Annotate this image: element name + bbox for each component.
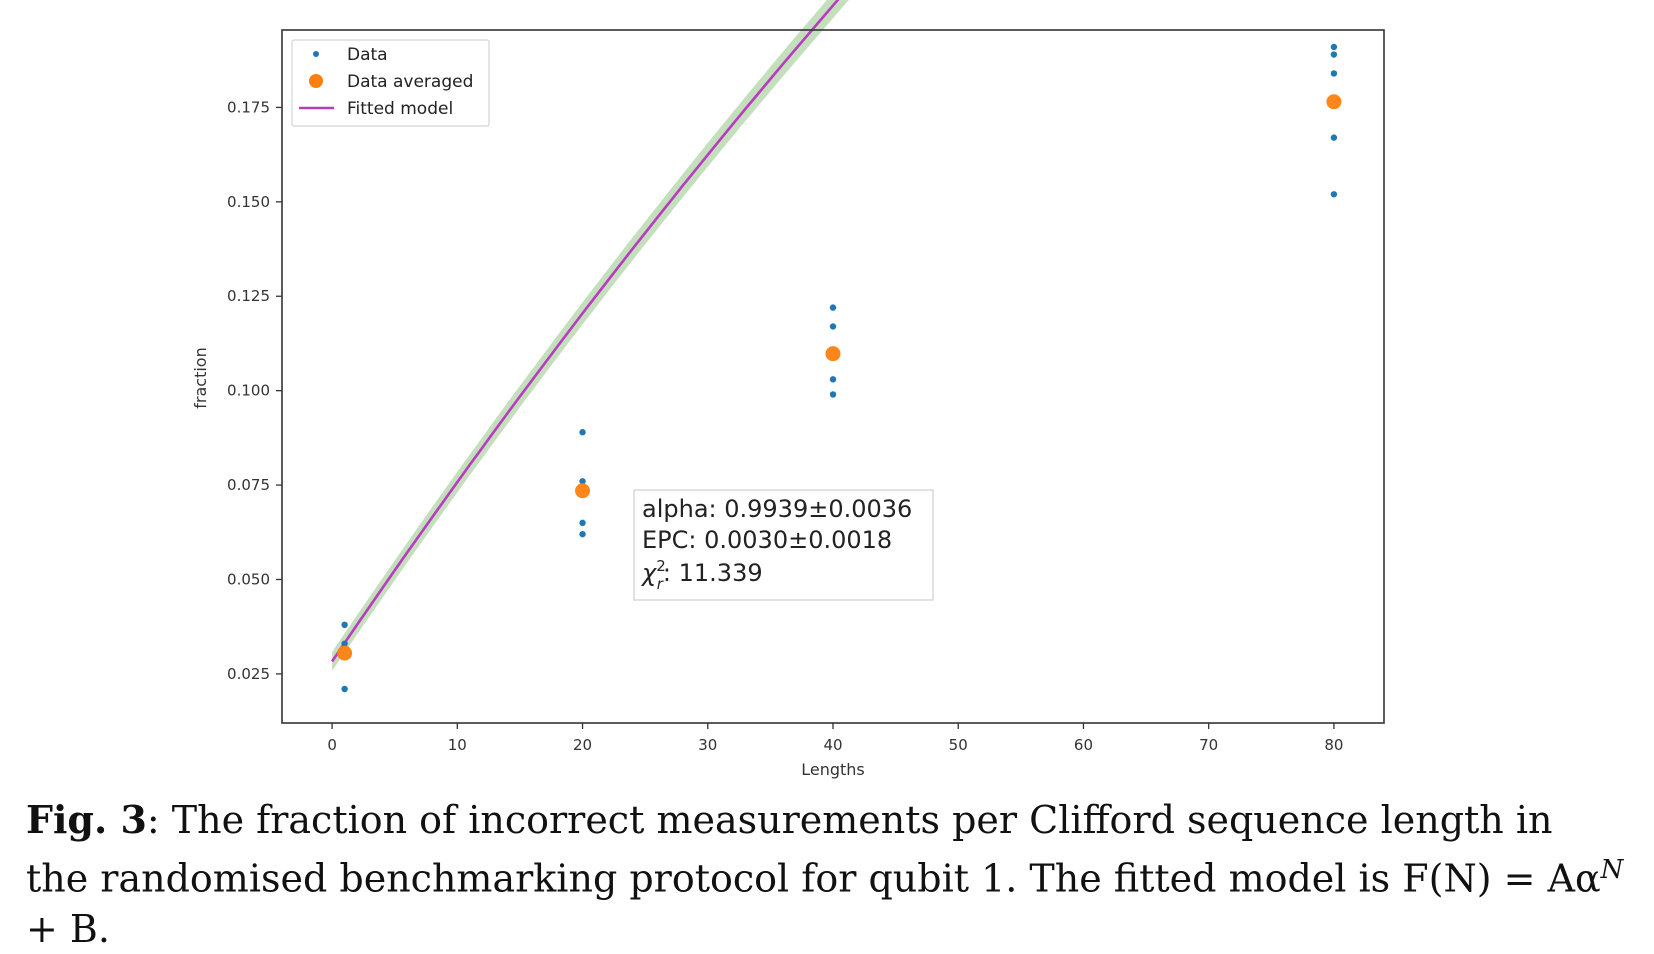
- x-tick-label: 40: [823, 736, 842, 754]
- data-point: [579, 429, 586, 436]
- figure-caption: Fig. 3: The fraction of incorrect measur…: [26, 795, 1626, 954]
- y-tick-label: 0.100: [227, 382, 270, 400]
- caption-superscript: N: [1600, 855, 1624, 885]
- annotation-alpha: alpha: 0.9939±0.0036: [642, 495, 912, 523]
- data-averaged-point: [1326, 94, 1342, 110]
- annotation-chi: χ2 r: 11.339: [640, 557, 763, 593]
- chi-superscript: 2: [656, 557, 666, 575]
- data-point: [579, 519, 586, 527]
- legend-label-fitted-model: Fitted model: [347, 99, 453, 119]
- x-tick-label: 80: [1324, 736, 1343, 754]
- y-tick-label: 0.125: [227, 287, 270, 305]
- chi-symbol: χ: [640, 559, 657, 587]
- data-point: [829, 323, 837, 330]
- data-point: [341, 621, 348, 629]
- data-point: [579, 530, 586, 538]
- data-point: [829, 376, 837, 383]
- caption-text: : The fraction of incorrect measurements…: [26, 798, 1601, 901]
- y-tick-label: 0.025: [227, 665, 270, 683]
- x-tick-label: 0: [327, 736, 337, 754]
- y-tick-label: 0.150: [227, 193, 270, 211]
- fitted-model-line: [331, 0, 840, 663]
- legend: Data Data averaged Fitted model: [291, 39, 490, 127]
- x-tick-label: 30: [698, 736, 717, 754]
- legend-box: [291, 39, 490, 127]
- x-tick-label: 60: [1074, 736, 1093, 754]
- y-tick-label: 0.175: [227, 98, 270, 116]
- x-tick-label: 10: [448, 736, 467, 754]
- data-point: [341, 640, 348, 647]
- data-point: [579, 478, 586, 485]
- data-point: [1330, 51, 1338, 58]
- x-tick-label: 70: [1199, 736, 1218, 754]
- legend-marker-data-averaged: [309, 74, 323, 88]
- plot-layer: [331, 0, 1342, 693]
- data-point: [341, 685, 348, 693]
- data-point: [1330, 134, 1338, 141]
- caption-label: Fig. 3: [26, 797, 147, 842]
- legend-label-data: Data: [347, 45, 388, 65]
- annotation-box: [633, 489, 934, 601]
- data-point: [829, 304, 837, 311]
- legend-marker-data: [313, 51, 319, 57]
- legend-label-data-averaged: Data averaged: [347, 72, 473, 92]
- data-point: [1330, 43, 1338, 51]
- data-averaged-point: [825, 346, 841, 362]
- data-point: [829, 391, 837, 398]
- x-axis-label: Lengths: [801, 760, 865, 779]
- annotation-epc: EPC: 0.0030±0.0018: [642, 526, 892, 554]
- data-averaged-point: [337, 645, 353, 661]
- caption-text-end: + B.: [26, 906, 110, 951]
- chi-value: : 11.339: [663, 559, 763, 587]
- x-tick-label: 50: [949, 736, 968, 754]
- data-averaged-point: [575, 483, 591, 499]
- fit-annotation: alpha: 0.9939±0.0036 EPC: 0.0030±0.0018 …: [633, 489, 934, 601]
- axes-layer: 0 10 20 30 40 50 60 70 80 0.025 0.050 0.075 0.100 0.1…: [227, 29, 1385, 754]
- y-tick-label: 0.075: [227, 476, 270, 494]
- data-point: [1330, 191, 1338, 198]
- chi-subscript: r: [657, 575, 664, 593]
- y-axis-label: fraction: [191, 347, 210, 408]
- data-point: [1330, 70, 1338, 77]
- x-tick-label: 20: [573, 736, 592, 754]
- y-tick-label: 0.050: [227, 570, 270, 588]
